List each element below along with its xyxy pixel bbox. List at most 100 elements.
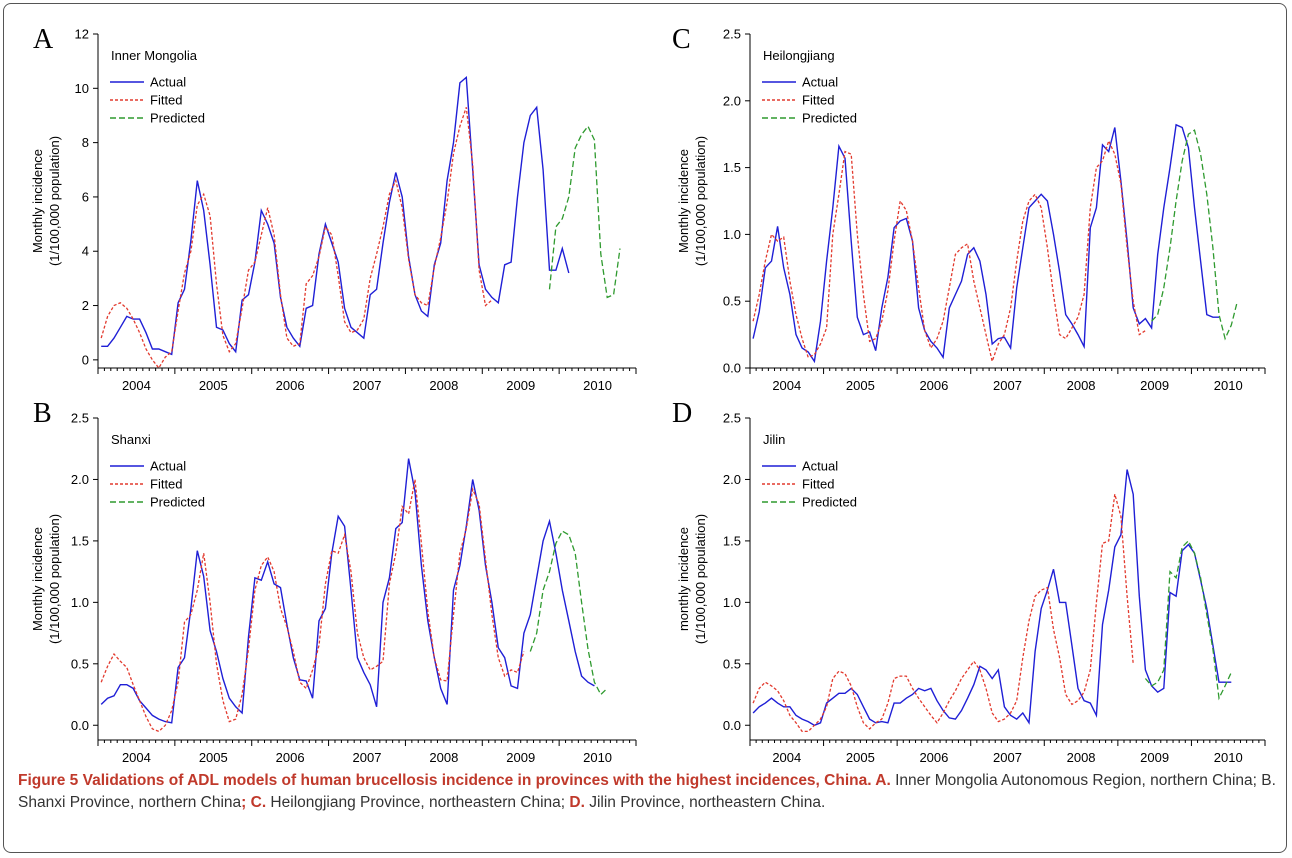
chart-a-x-tick-label: 2005 — [199, 378, 228, 393]
chart-c-y-tick-label: 2.0 — [723, 93, 741, 108]
chart-b-x-tick-label: 2007 — [353, 750, 382, 765]
chart-b-panel-letter: B — [33, 398, 52, 429]
chart-d-y-tick-label: 1.0 — [723, 595, 741, 610]
chart-c-legend-label-fitted: Fitted — [802, 93, 835, 108]
chart-a-legend-label-fitted: Fitted — [150, 93, 183, 108]
chart-a-y-axis-label-line1: Monthly incidence — [30, 149, 45, 253]
chart-b-series-predicted — [529, 530, 608, 696]
chart-c: 0.0 0.5 1.0 1.5 2.0 2.5 2004 2005 2006 2007 2008 20… — [672, 24, 1266, 393]
chart-d-x-tick-label: 2010 — [1214, 750, 1243, 765]
chart-a-y-axis-label-line2: (1/100,000 population) — [47, 136, 62, 266]
chart-d-x-tick-label: 2006 — [919, 750, 948, 765]
chart-b-y-axis-label-line2: (1/100,000 population) — [47, 514, 62, 644]
chart-a-legend-label-predicted: Predicted — [150, 111, 205, 126]
chart-b-series-actual — [100, 458, 595, 724]
chart-c-x-tick-label: 2005 — [846, 378, 875, 393]
caption-d-text: Jilin Province, northeastern China. — [584, 794, 826, 811]
chart-d-y-tick-label: 0.5 — [723, 656, 741, 671]
chart-a-x-tick-label: 2004 — [122, 378, 151, 393]
chart-b: 0.0 0.5 1.0 1.5 2.0 2.5 2004 2005 2006 2007 2008 20… — [30, 398, 637, 765]
chart-b-y-tick-label: 1.5 — [71, 533, 89, 548]
figure-caption: Figure 5 Validations of ADL models of hu… — [18, 770, 1280, 814]
chart-d-y-axis-label: monthly incidence (1/100,000 population) — [676, 514, 708, 644]
chart-b-x-tick-label: 2009 — [506, 750, 535, 765]
chart-b-y-tick-label: 2.0 — [71, 472, 89, 487]
chart-c-panel-letter: C — [672, 24, 691, 55]
chart-b-legend-label-actual: Actual — [150, 459, 186, 474]
chart-d-series-predicted — [1144, 539, 1232, 701]
chart-c-y-tick-label: 0.5 — [723, 294, 741, 309]
chart-d-y-tick-label: 2.5 — [723, 411, 741, 426]
chart-d-region-title: Jilin — [763, 432, 785, 447]
chart-d: 0.0 0.5 1.0 1.5 2.0 2.5 2004 2005 2006 2007 2008 20… — [672, 398, 1266, 765]
chart-d-series-fitted — [752, 494, 1134, 733]
chart-b-y-tick-label: 2.5 — [71, 411, 89, 426]
chart-b-y-axis-label: Monthly incidence (1/100,000 population) — [30, 514, 62, 644]
figure-plots: 0 2 4 6 8 10 12 2004 2005 2006 2007 2008 2009 2010 Mon… — [30, 24, 1266, 765]
chart-d-x-tick-label: 2007 — [993, 750, 1022, 765]
chart-c-region-title: Heilongjiang — [763, 48, 835, 63]
chart-a-y-axis-label: Monthly incidence (1/100,000 population) — [30, 136, 62, 266]
caption-c-text: Heilongjiang Province, northeastern Chin… — [266, 794, 570, 811]
chart-d-y-tick-label: 2.0 — [723, 472, 741, 487]
chart-a-y-tick-label: 10 — [75, 81, 89, 96]
chart-d-y-axis-label-line1: monthly incidence — [676, 527, 691, 631]
chart-d-y-axis-label-line2: (1/100,000 population) — [693, 514, 708, 644]
chart-c-y-axis-label-line1: Monthly incidence — [676, 149, 691, 253]
chart-c-y-axis-label-line2: (1/100,000 population) — [693, 136, 708, 266]
chart-b-y-tick-label: 1.0 — [71, 595, 89, 610]
chart-c-x-tick-label: 2009 — [1140, 378, 1169, 393]
chart-a-y-tick-label: 0 — [82, 352, 89, 367]
chart-c-y-axis-label: Monthly incidence (1/100,000 population) — [676, 136, 708, 266]
chart-a-x-tick-label: 2009 — [506, 378, 535, 393]
chart-a-series-fitted — [100, 107, 493, 370]
chart-b-legend-label-predicted: Predicted — [150, 495, 205, 510]
chart-a-x-tick-label: 2008 — [429, 378, 458, 393]
caption-d-label: D. — [569, 794, 585, 811]
caption-figure-label: Figure 5 — [18, 772, 79, 789]
chart-a-y-tick-label: 4 — [82, 244, 89, 259]
chart-a-x-tick-label: 2010 — [583, 378, 612, 393]
chart-c-x-tick-label: 2010 — [1214, 378, 1243, 393]
chart-d-legend-label-actual: Actual — [802, 459, 838, 474]
chart-b-x-tick-label: 2004 — [122, 750, 151, 765]
chart-d-x-tick-label: 2008 — [1067, 750, 1096, 765]
chart-b-x-tick-label: 2008 — [429, 750, 458, 765]
chart-d-x-tick-label: 2009 — [1140, 750, 1169, 765]
chart-c-y-tick-label: 1.0 — [723, 227, 741, 242]
chart-c-series-actual — [752, 123, 1219, 364]
caption-c-label: ; C. — [241, 794, 267, 811]
chart-d-x-tick-label: 2005 — [846, 750, 875, 765]
chart-a-y-tick-label: 2 — [82, 298, 89, 313]
chart-d-y-tick-label: 1.5 — [723, 533, 741, 548]
chart-b-y-tick-label: 0.5 — [71, 656, 89, 671]
chart-c-x-tick-label: 2008 — [1067, 378, 1096, 393]
chart-a-region-title: Inner Mongolia — [111, 48, 198, 63]
chart-d-legend-label-fitted: Fitted — [802, 477, 835, 492]
chart-a-y-tick-label: 8 — [82, 135, 89, 150]
chart-c-series-predicted — [1151, 129, 1239, 341]
caption-a-text: Inner Mongolia Autonomous Region, northe… — [18, 772, 1276, 811]
chart-a: 0 2 4 6 8 10 12 2004 2005 2006 2007 2008 2009 2010 Mon… — [30, 24, 637, 393]
chart-b-y-tick-label: 0.0 — [71, 718, 89, 733]
chart-c-x-tick-label: 2006 — [919, 378, 948, 393]
chart-a-x-tick-label: 2006 — [276, 378, 305, 393]
chart-d-legend-label-predicted: Predicted — [802, 495, 857, 510]
chart-a-panel-letter: A — [33, 24, 54, 55]
chart-b-series-fitted — [100, 479, 525, 733]
chart-c-legend-label-predicted: Predicted — [802, 111, 857, 126]
chart-b-x-tick-label: 2006 — [276, 750, 305, 765]
chart-c-y-tick-label: 2.5 — [723, 27, 741, 42]
chart-b-x-tick-label: 2005 — [199, 750, 228, 765]
chart-d-x-tick-label: 2004 — [772, 750, 801, 765]
chart-c-legend-label-actual: Actual — [802, 75, 838, 90]
chart-a-y-tick-label: 6 — [82, 189, 89, 204]
chart-b-legend-label-fitted: Fitted — [150, 477, 183, 492]
chart-a-x-tick-label: 2007 — [353, 378, 382, 393]
caption-a-label: A. — [875, 772, 891, 789]
chart-b-region-title: Shanxi — [111, 432, 151, 447]
chart-b-y-axis-label-line1: Monthly incidence — [30, 527, 45, 631]
chart-c-x-tick-label: 2004 — [772, 378, 801, 393]
chart-d-panel-letter: D — [672, 398, 692, 429]
caption-title: Validations of ADL models of human bruce… — [78, 772, 876, 789]
